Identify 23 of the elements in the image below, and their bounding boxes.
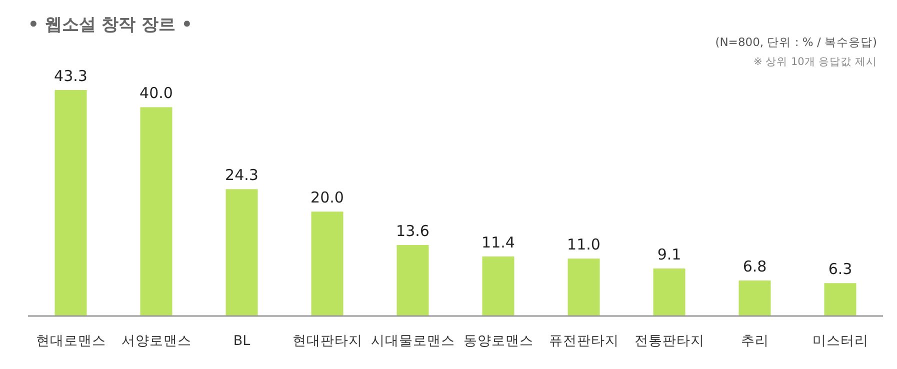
data-label: 43.3 <box>54 67 88 85</box>
x-label: 시대물로맨스 <box>370 333 455 349</box>
annotation: (N=800, 단위 : % / 복수응답) <box>715 35 877 49</box>
data-label: 20.0 <box>310 188 344 207</box>
annotation: ※ 상위 10개 응답값 제시 <box>753 56 877 68</box>
x-label: 현대로맨스 <box>36 333 106 349</box>
data-label: 24.3 <box>225 166 258 184</box>
x-label: 퓨전판타지 <box>548 333 619 349</box>
data-label: 6.3 <box>828 260 852 278</box>
data-label: 40.0 <box>140 84 173 102</box>
title: • 웹소설 창작 장르 • <box>28 15 192 35</box>
x-label: 전통판타지 <box>634 333 704 349</box>
data-label: 6.8 <box>742 258 767 276</box>
x-label: 추리 <box>740 333 769 349</box>
x-label: BL <box>233 333 250 349</box>
x-label: 현대판타지 <box>292 333 362 349</box>
x-label: 서양로맨스 <box>121 333 192 349</box>
x-label: 미스터리 <box>812 333 868 349</box>
data-label: 11.0 <box>567 236 600 254</box>
data-label: 11.4 <box>482 234 515 252</box>
data-label: 13.6 <box>396 222 430 240</box>
x-label: 동양로맨스 <box>463 333 534 349</box>
data-label: 9.1 <box>657 246 682 264</box>
